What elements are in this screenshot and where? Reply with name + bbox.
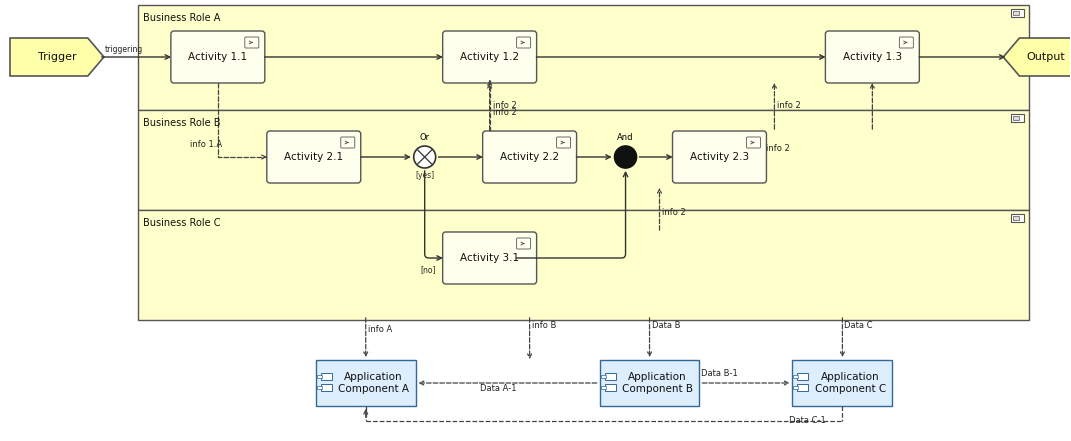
Polygon shape xyxy=(1004,38,1071,76)
Text: Application
Component C: Application Component C xyxy=(815,372,886,394)
Text: Business Role A: Business Role A xyxy=(142,13,221,23)
FancyBboxPatch shape xyxy=(321,384,332,391)
Text: Activity 2.1: Activity 2.1 xyxy=(284,152,344,162)
FancyBboxPatch shape xyxy=(267,131,361,183)
Text: Activity 3.1: Activity 3.1 xyxy=(461,253,519,263)
Text: Application
Component A: Application Component A xyxy=(338,372,409,394)
FancyBboxPatch shape xyxy=(138,5,1029,110)
Text: Data A-1: Data A-1 xyxy=(480,384,516,393)
FancyBboxPatch shape xyxy=(317,385,321,389)
FancyBboxPatch shape xyxy=(798,384,809,391)
Text: Activity 2.2: Activity 2.2 xyxy=(500,152,559,162)
Text: Business Role B: Business Role B xyxy=(142,118,221,128)
Text: And: And xyxy=(617,133,634,142)
FancyBboxPatch shape xyxy=(316,360,416,406)
Text: Output: Output xyxy=(1027,52,1066,62)
FancyBboxPatch shape xyxy=(171,31,265,83)
Text: triggering: triggering xyxy=(105,45,144,54)
FancyBboxPatch shape xyxy=(600,360,699,406)
FancyBboxPatch shape xyxy=(1013,116,1020,120)
Text: info 2: info 2 xyxy=(493,101,516,110)
FancyBboxPatch shape xyxy=(604,373,616,380)
Text: Activity 2.3: Activity 2.3 xyxy=(690,152,749,162)
Text: info 1.A: info 1.A xyxy=(190,140,222,149)
FancyBboxPatch shape xyxy=(601,374,605,377)
FancyBboxPatch shape xyxy=(1011,9,1024,17)
FancyBboxPatch shape xyxy=(442,31,537,83)
FancyBboxPatch shape xyxy=(601,385,605,389)
Text: Business Role C: Business Role C xyxy=(142,218,221,228)
Polygon shape xyxy=(10,38,104,76)
FancyBboxPatch shape xyxy=(317,374,321,377)
Text: Or: Or xyxy=(420,133,429,142)
Circle shape xyxy=(615,146,636,168)
Text: [yes]: [yes] xyxy=(416,171,434,180)
FancyBboxPatch shape xyxy=(798,373,809,380)
Text: Data C-1: Data C-1 xyxy=(789,416,826,425)
Text: Data B: Data B xyxy=(651,321,680,330)
Text: Activity 1.2: Activity 1.2 xyxy=(461,52,519,62)
FancyBboxPatch shape xyxy=(138,110,1029,210)
FancyBboxPatch shape xyxy=(826,31,919,83)
FancyBboxPatch shape xyxy=(483,131,576,183)
Text: info 2: info 2 xyxy=(767,144,790,153)
FancyBboxPatch shape xyxy=(604,384,616,391)
Text: info 2: info 2 xyxy=(493,108,516,117)
FancyBboxPatch shape xyxy=(321,373,332,380)
Text: Activity 1.1: Activity 1.1 xyxy=(188,52,247,62)
Text: info B: info B xyxy=(531,321,556,330)
Text: [no]: [no] xyxy=(420,265,436,274)
Circle shape xyxy=(413,146,436,168)
FancyBboxPatch shape xyxy=(794,374,798,377)
FancyBboxPatch shape xyxy=(1013,216,1020,220)
FancyBboxPatch shape xyxy=(442,232,537,284)
FancyBboxPatch shape xyxy=(1013,11,1020,15)
FancyBboxPatch shape xyxy=(1011,214,1024,222)
Text: Data B-1: Data B-1 xyxy=(702,369,738,378)
Text: Trigger: Trigger xyxy=(37,52,76,62)
Text: info 2: info 2 xyxy=(778,101,801,110)
FancyBboxPatch shape xyxy=(794,385,798,389)
Text: Application
Component B: Application Component B xyxy=(622,372,693,394)
Text: Activity 1.3: Activity 1.3 xyxy=(843,52,902,62)
Text: info 2: info 2 xyxy=(662,208,685,217)
Text: Data C: Data C xyxy=(844,321,873,330)
FancyBboxPatch shape xyxy=(793,360,892,406)
FancyBboxPatch shape xyxy=(138,210,1029,320)
FancyBboxPatch shape xyxy=(673,131,767,183)
Text: info A: info A xyxy=(367,325,392,334)
FancyBboxPatch shape xyxy=(1011,114,1024,122)
